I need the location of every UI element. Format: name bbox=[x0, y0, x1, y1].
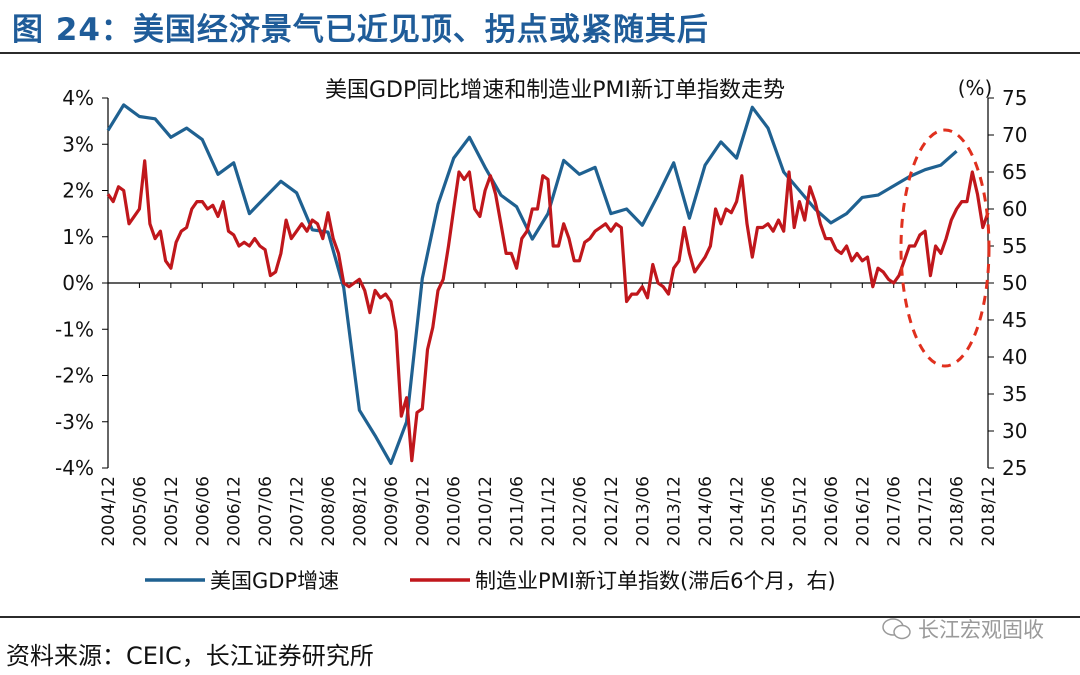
legend-pmi-label: 制造业PMI新订单指数(滞后6个月，右) bbox=[475, 569, 836, 593]
right-axis-unit: (%) bbox=[958, 76, 993, 100]
x-tick-label: 2006/12 bbox=[225, 476, 245, 547]
source-note: 资料来源：CEIC，长江证券研究所 bbox=[6, 642, 374, 670]
pmi-new-orders-line bbox=[106, 159, 990, 463]
x-tick-label: 2013/06 bbox=[633, 476, 653, 547]
left-tick-label: -3% bbox=[55, 410, 94, 434]
watermark: 长江宏观固收 bbox=[882, 614, 1044, 644]
left-tick-label: 3% bbox=[62, 132, 94, 156]
bottom-rule bbox=[0, 616, 1080, 618]
x-tick-label: 2014/06 bbox=[696, 476, 716, 547]
x-tick-label: 2016/12 bbox=[853, 476, 873, 547]
x-tick-label: 2015/12 bbox=[790, 476, 810, 547]
x-tick-label: 2005/06 bbox=[130, 476, 150, 547]
x-tick-label: 2018/06 bbox=[948, 476, 968, 547]
chart: 美国GDP同比增速和制造业PMI新订单指数走势 (%) 4% 3% 2% 1% 0% -1… bbox=[55, 76, 1027, 593]
right-tick-label: 60 bbox=[1002, 197, 1027, 221]
x-tick-label: 2009/12 bbox=[413, 476, 433, 547]
left-tick-label: -1% bbox=[55, 317, 94, 341]
chart-title: 美国GDP同比增速和制造业PMI新订单指数走势 bbox=[325, 78, 785, 103]
wechat-icon bbox=[882, 618, 911, 640]
top-rule bbox=[0, 52, 1080, 54]
x-tick-label: 2014/12 bbox=[728, 476, 748, 547]
right-tick-label: 50 bbox=[1002, 271, 1027, 295]
chart-series bbox=[106, 103, 990, 465]
x-tick-label: 2016/06 bbox=[822, 476, 842, 547]
right-tick-label: 45 bbox=[1002, 308, 1027, 332]
right-tick-label: 75 bbox=[1002, 86, 1027, 110]
x-tick-label: 2004/12 bbox=[99, 476, 119, 547]
x-tick-label: 2012/06 bbox=[570, 476, 590, 547]
x-tick-label: 2005/12 bbox=[162, 476, 182, 547]
right-tick-label: 65 bbox=[1002, 160, 1027, 184]
left-tick-label: -4% bbox=[55, 456, 94, 480]
x-tick-label: 2017/06 bbox=[885, 476, 905, 547]
x-tick-label: 2006/06 bbox=[193, 476, 213, 547]
highlight-ellipse bbox=[899, 128, 991, 368]
right-tick-label: 55 bbox=[1002, 234, 1027, 258]
x-tick-label: 2010/06 bbox=[445, 476, 465, 547]
right-tick-label: 25 bbox=[1002, 456, 1027, 480]
figure-title: 图 24：美国经济景气已近见顶、拐点或紧随其后 bbox=[12, 12, 709, 48]
left-tick-label: 4% bbox=[62, 86, 94, 110]
x-tick-label: 2015/06 bbox=[759, 476, 779, 547]
left-tick-label: 2% bbox=[62, 179, 94, 203]
x-tick-label: 2008/12 bbox=[350, 476, 370, 547]
left-tick-label: -2% bbox=[55, 364, 94, 388]
x-tick-label: 2008/06 bbox=[319, 476, 339, 547]
x-tick-label: 2007/06 bbox=[256, 476, 276, 547]
x-tick-label: 2017/12 bbox=[916, 476, 936, 547]
legend-gdp-label: 美国GDP增速 bbox=[210, 569, 339, 593]
x-tick-label: 2009/06 bbox=[382, 476, 402, 547]
watermark-text: 长江宏观固收 bbox=[918, 618, 1044, 642]
x-tick-label: 2011/06 bbox=[508, 476, 528, 547]
right-tick-label: 70 bbox=[1002, 123, 1027, 147]
left-tick-label: 0% bbox=[62, 271, 94, 295]
x-tick-label: 2010/12 bbox=[476, 476, 496, 547]
x-tick-label: 2012/12 bbox=[602, 476, 622, 547]
gdp-growth-line bbox=[106, 103, 958, 465]
right-tick-label: 30 bbox=[1002, 419, 1027, 443]
x-tick-label: 2007/12 bbox=[288, 476, 308, 547]
legend: 美国GDP增速 制造业PMI新订单指数(滞后6个月，右) bbox=[145, 569, 836, 593]
left-tick-label: 1% bbox=[62, 225, 94, 249]
x-tick-label: 2013/12 bbox=[665, 476, 685, 547]
right-tick-label: 35 bbox=[1002, 382, 1027, 406]
x-tick-label: 2018/12 bbox=[979, 476, 999, 547]
right-tick-label: 40 bbox=[1002, 345, 1027, 369]
chart-axes: 4% 3% 2% 1% 0% -1% -2% -3% -4% 75 70 65 60 55 50 45 40 35… bbox=[55, 86, 1027, 547]
x-tick-label: 2011/12 bbox=[539, 476, 559, 547]
